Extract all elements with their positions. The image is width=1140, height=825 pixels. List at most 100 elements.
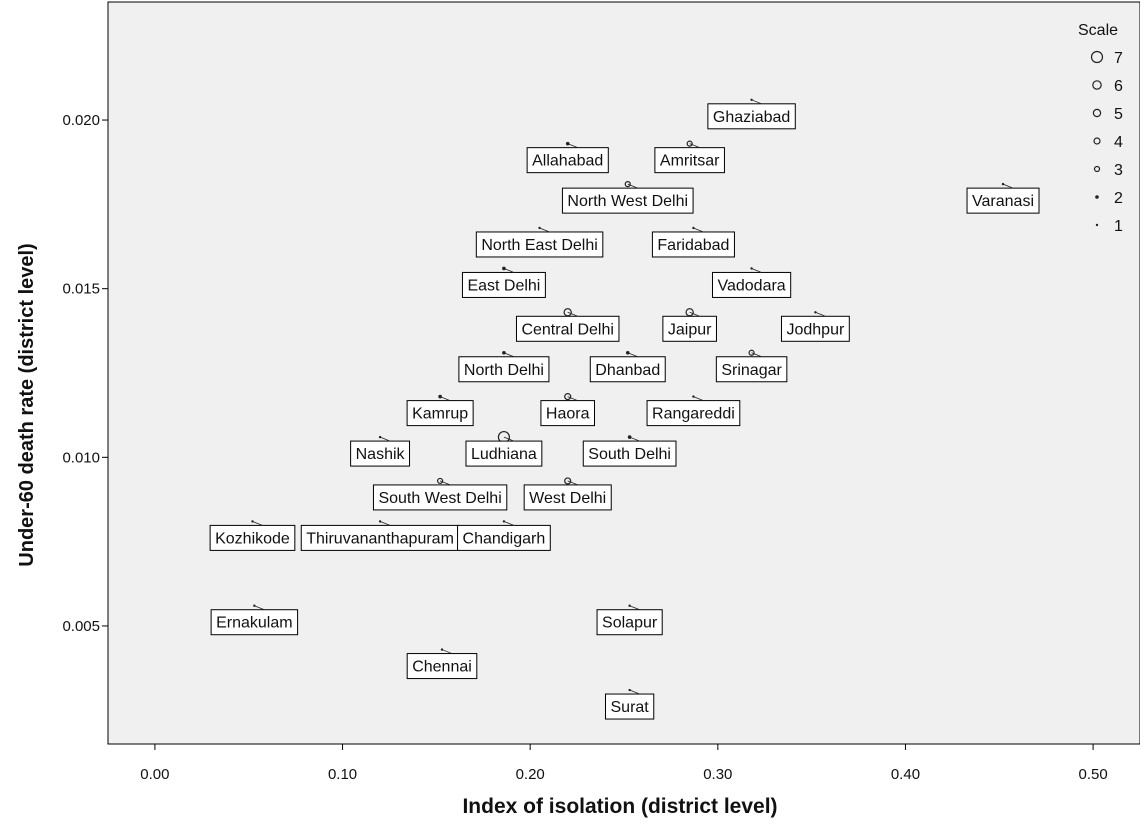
point-group: Faridabad — [651, 226, 735, 258]
point-label-box — [465, 440, 543, 467]
point-label: Surat — [611, 699, 650, 716]
point-group: Dhanbad — [589, 350, 666, 383]
point-label: Jaipur — [668, 321, 712, 338]
label-connector — [567, 143, 578, 149]
data-points: Ghaziabad Allahabad Amritsar North West Del… — [209, 98, 1040, 720]
legend-label: 4 — [1114, 134, 1123, 151]
legend-label: 3 — [1114, 162, 1123, 179]
point-label: Rangareddi — [652, 406, 735, 423]
point-group: East Delhi — [461, 266, 546, 298]
label-connector — [751, 352, 762, 358]
point-label: Faridabad — [657, 237, 729, 254]
label-connector — [629, 689, 640, 695]
x-tick-label: 0.20 — [516, 766, 545, 783]
point-label-box — [372, 484, 508, 511]
point-group: Jaipur — [662, 308, 717, 342]
legend-marker — [1092, 108, 1102, 118]
legend: Scale 7 6 5 4 3 2 1 — [1078, 22, 1123, 235]
point-label-box — [475, 231, 604, 258]
point-label: Kamrup — [412, 406, 468, 423]
point-label: South Delhi — [588, 446, 671, 463]
point-label-box — [582, 440, 677, 467]
point-label: North East Delhi — [481, 237, 598, 254]
point-group: Allahabad — [526, 141, 609, 174]
point-group: Ghaziabad — [707, 98, 796, 130]
y-tick-label: 0.015 — [62, 281, 100, 298]
point-label: South West Delhi — [378, 490, 501, 507]
point-group: Ludhiana — [465, 430, 543, 467]
label-connector — [629, 605, 640, 611]
point-label-box — [711, 271, 792, 298]
point-label: Varanasi — [972, 193, 1034, 210]
data-point — [624, 181, 631, 188]
legend-label: 7 — [1114, 50, 1123, 67]
point-label-box — [209, 524, 296, 551]
point-label-box — [461, 271, 546, 298]
label-connector — [689, 311, 700, 317]
point-group: Surat — [605, 688, 655, 720]
point-label-box — [966, 187, 1040, 214]
point-label-box — [707, 103, 796, 130]
y-axis-title: Under-60 death rate (district level) — [16, 243, 38, 566]
x-tick-label: 0.00 — [140, 766, 169, 783]
point-label: North West Delhi — [567, 193, 688, 210]
point-label: Chennai — [412, 659, 472, 676]
legend-label: 1 — [1114, 218, 1123, 235]
legend-label: 2 — [1114, 190, 1123, 207]
point-label-box — [662, 315, 717, 342]
point-label-box — [523, 484, 612, 511]
data-point — [564, 477, 572, 485]
point-label: Dhanbad — [595, 362, 660, 379]
point-label-box — [406, 653, 478, 680]
label-connector — [379, 436, 391, 442]
point-label: Chandigarh — [463, 530, 546, 547]
y-tick-label: 0.005 — [62, 618, 100, 635]
legend-label: 6 — [1114, 78, 1123, 95]
label-connector — [252, 521, 263, 526]
point-label: Amritsar — [660, 153, 720, 170]
x-tick-label: 0.30 — [703, 766, 732, 783]
y-axis: 0.005 0.010 0.015 0.020 — [62, 112, 108, 635]
label-connector — [439, 480, 451, 486]
point-label: Haora — [546, 406, 590, 423]
point-label-box — [300, 524, 460, 551]
label-connector — [689, 143, 700, 149]
point-group: Jodhpur — [780, 311, 850, 342]
point-label: North Delhi — [464, 362, 544, 379]
label-connector — [1002, 183, 1014, 189]
point-label-box — [596, 609, 663, 636]
x-tick-label: 0.40 — [891, 766, 920, 783]
point-label-box — [458, 356, 550, 383]
point-group: Amritsar — [654, 140, 725, 174]
label-connector — [254, 605, 265, 611]
label-connector — [815, 311, 826, 317]
point-label: East Delhi — [467, 277, 540, 294]
x-axis-title: Index of isolation (district level) — [462, 795, 777, 818]
legend-marker — [1090, 50, 1104, 64]
point-label: Central Delhi — [521, 321, 613, 338]
label-connector — [567, 311, 578, 317]
point-label-box — [654, 147, 725, 174]
label-connector — [693, 227, 704, 233]
legend-marker — [1093, 137, 1101, 145]
label-connector — [439, 396, 451, 401]
data-point — [437, 477, 444, 485]
y-tick-label: 0.010 — [62, 449, 100, 466]
point-group: Central Delhi — [515, 308, 620, 342]
label-connector — [627, 183, 638, 189]
point-group: Kamrup — [406, 394, 474, 427]
label-connector — [379, 521, 391, 526]
x-tick-label: 0.10 — [328, 766, 357, 783]
x-axis: 0.00 0.10 0.20 0.30 0.40 0.50 — [140, 744, 1108, 783]
legend-marker — [1095, 223, 1099, 227]
legend-title: Scale — [1078, 22, 1118, 39]
point-label-box — [526, 147, 609, 174]
x-tick-label: 0.50 — [1078, 766, 1107, 783]
point-group: Nashik — [350, 435, 411, 467]
label-connector — [503, 268, 515, 273]
point-label-box — [457, 524, 551, 551]
point-label-box — [715, 356, 788, 383]
point-group: West Delhi — [523, 477, 612, 511]
